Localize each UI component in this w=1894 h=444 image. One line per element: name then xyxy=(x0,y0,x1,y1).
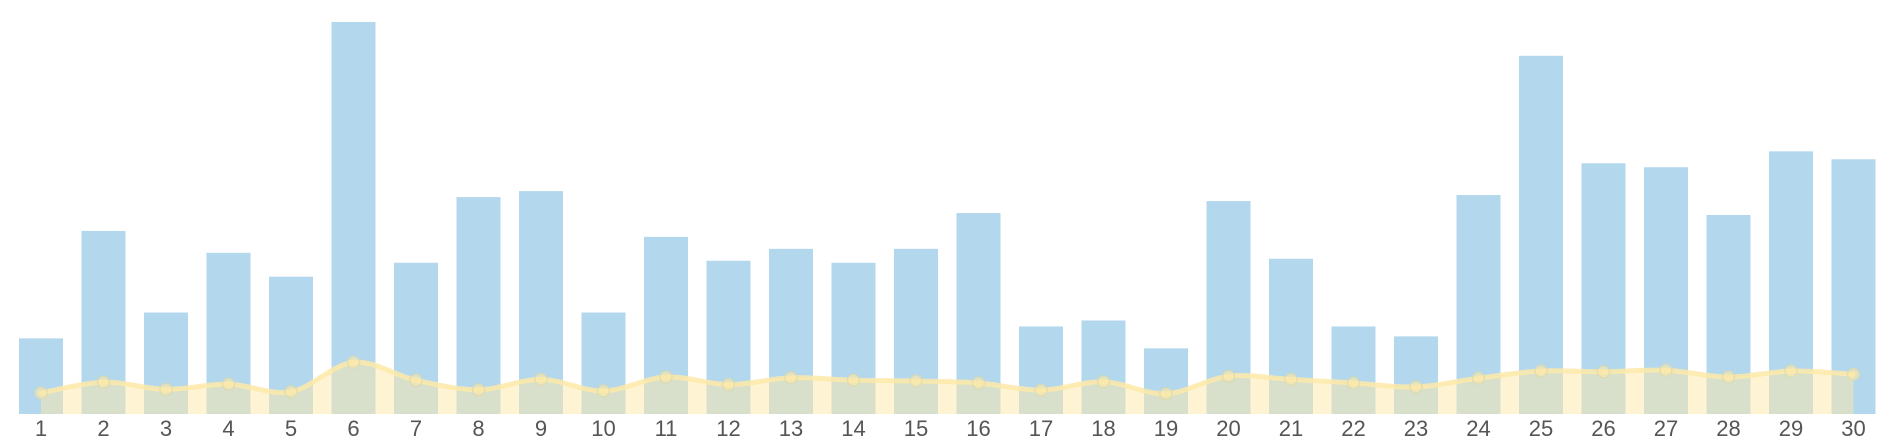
x-tick-label-17: 17 xyxy=(1029,416,1053,441)
x-tick-label-29: 29 xyxy=(1779,416,1803,441)
x-tick-label-13: 13 xyxy=(779,416,803,441)
x-tick-label-14: 14 xyxy=(841,416,865,441)
area-point-18 xyxy=(1096,375,1111,389)
area-point-11 xyxy=(659,370,673,384)
x-tick-label-9: 9 xyxy=(535,416,547,441)
x-tick-label-10: 10 xyxy=(591,416,615,441)
area-point-22 xyxy=(1346,376,1361,390)
bar-8 xyxy=(456,197,501,414)
x-tick-label-26: 26 xyxy=(1591,416,1615,441)
area-point-30 xyxy=(1846,367,1861,381)
area-point-15 xyxy=(909,374,923,388)
bar-25 xyxy=(1519,55,1563,415)
area-point-19 xyxy=(1159,386,1173,401)
x-tick-label-25: 25 xyxy=(1529,416,1553,441)
area-point-25 xyxy=(1534,364,1548,378)
x-tick-label-24: 24 xyxy=(1466,416,1490,441)
area-point-16 xyxy=(971,376,986,390)
area-point-3 xyxy=(159,382,173,397)
area-point-23 xyxy=(1409,380,1423,394)
bars-layer xyxy=(19,21,1876,415)
area-point-27 xyxy=(1659,363,1673,377)
x-tick-label-20: 20 xyxy=(1216,416,1240,441)
x-tick-label-4: 4 xyxy=(222,416,234,441)
x-tick-label-21: 21 xyxy=(1279,416,1303,441)
x-tick-label-22: 22 xyxy=(1341,416,1365,441)
area-point-13 xyxy=(784,371,798,385)
x-tick-label-5: 5 xyxy=(285,416,297,441)
area-point-24 xyxy=(1471,371,1486,385)
area-point-2 xyxy=(96,375,111,389)
x-tick-label-2: 2 xyxy=(97,416,109,441)
x-tick-label-12: 12 xyxy=(716,416,740,441)
area-point-28 xyxy=(1721,370,1736,384)
x-tick-label-27: 27 xyxy=(1654,416,1678,441)
area-layer xyxy=(34,355,1861,414)
area-point-10 xyxy=(596,384,611,398)
x-tick-label-30: 30 xyxy=(1841,416,1865,441)
x-tick-label-1: 1 xyxy=(35,416,47,441)
x-tick-label-19: 19 xyxy=(1154,416,1178,441)
x-tick-label-18: 18 xyxy=(1091,416,1115,441)
x-tick-label-15: 15 xyxy=(904,416,928,441)
area-point-7 xyxy=(409,373,423,387)
x-tick-label-28: 28 xyxy=(1716,416,1740,441)
bar-6 xyxy=(331,21,376,414)
area-point-21 xyxy=(1284,372,1298,387)
area-point-17 xyxy=(1034,383,1048,397)
x-tick-label-11: 11 xyxy=(655,416,678,441)
area-point-1 xyxy=(34,386,48,400)
x-tick-label-7: 7 xyxy=(410,416,422,441)
x-tick-label-3: 3 xyxy=(160,416,172,441)
x-tick-label-6: 6 xyxy=(347,416,359,441)
x-tick-label-23: 23 xyxy=(1404,416,1428,441)
area-point-29 xyxy=(1784,364,1798,378)
area-point-9 xyxy=(534,372,548,387)
area-point-12 xyxy=(721,377,736,392)
x-tick-labels: 1 2 3 4 5 6 7 8 9 10 11 12 13 14 15 16 17 18 19 20 21 22 23 24 2… xyxy=(35,416,1866,441)
area-point-5 xyxy=(284,384,298,399)
x-tick-label-16: 16 xyxy=(966,416,990,441)
area-point-6 xyxy=(346,355,361,370)
area-point-14 xyxy=(846,373,861,387)
area-point-4 xyxy=(221,377,236,391)
area-fill xyxy=(41,362,1854,414)
x-tick-label-8: 8 xyxy=(472,416,484,441)
area-point-8 xyxy=(471,382,486,397)
area-point-20 xyxy=(1221,369,1236,383)
area-point-26 xyxy=(1596,365,1611,379)
